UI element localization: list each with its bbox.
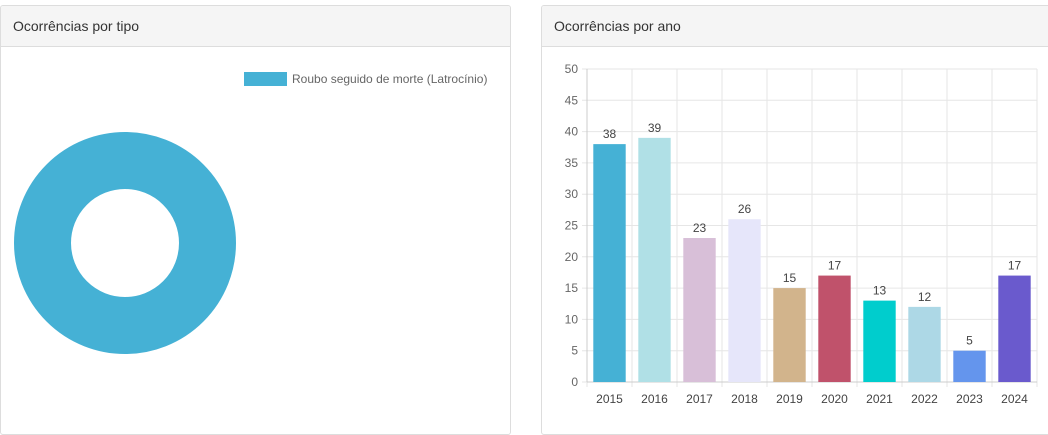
data-label: 23 [693,221,707,235]
bar-2024 [998,275,1031,382]
occurrences-by-year-title: Ocorrências por ano [542,6,1048,47]
y-tick-label: 50 [565,62,579,76]
bar-2023 [953,350,986,382]
data-label: 12 [918,290,932,304]
y-tick-label: 5 [571,344,578,358]
bar-2016 [638,137,671,382]
data-label: 38 [603,127,617,141]
data-label: 17 [828,259,842,273]
y-tick-label: 10 [565,312,579,326]
y-tick-label: 0 [571,375,578,389]
x-tick-label: 2019 [776,392,803,406]
y-tick-label: 20 [565,250,579,264]
bar-2022 [908,306,941,382]
legend-swatch [244,72,287,86]
bar-2021 [863,300,896,382]
bar-2020 [818,275,851,382]
occurrences-by-type-panel: Ocorrências por tipo Roubo seguido de mo… [0,5,511,435]
data-label: 13 [873,284,887,298]
data-label: 26 [738,202,752,216]
donut-slice [14,132,236,354]
bar-2019 [773,288,806,382]
occurrences-by-type-title: Ocorrências por tipo [1,6,510,47]
y-tick-label: 15 [565,281,579,295]
y-tick-label: 35 [565,156,579,170]
x-tick-label: 2017 [686,392,713,406]
x-tick-label: 2021 [866,392,893,406]
legend-label: Roubo seguido de morte (Latrocínio) [292,72,487,86]
y-tick-label: 40 [565,125,579,139]
x-tick-label: 2024 [1001,392,1028,406]
x-tick-label: 2016 [641,392,668,406]
data-label: 15 [783,271,797,285]
occurrences-by-year-panel: Ocorrências por ano 0 5 10 15 20 25 30 35 40 45 50… [541,5,1048,435]
data-label: 5 [966,334,973,348]
x-tick-label: 2015 [596,392,623,406]
data-label: 39 [648,121,662,135]
x-tick-label: 2020 [821,392,848,406]
occurrences-by-type-chart: Roubo seguido de morte (Latrocínio) [14,72,487,354]
bar-2015 [593,144,626,382]
y-tick-label: 25 [565,219,579,233]
occurrences-by-year-chart: 0 5 10 15 20 25 30 35 40 45 50 38 2015 39 2016 23 2017 26… [565,62,1038,406]
x-tick-label: 2023 [956,392,983,406]
bar-2018 [728,219,761,382]
data-label: 17 [1008,259,1022,273]
y-tick-label: 45 [565,93,579,107]
x-tick-label: 2022 [911,392,938,406]
y-tick-label: 30 [565,187,579,201]
bar-2017 [683,238,716,382]
x-tick-label: 2018 [731,392,758,406]
